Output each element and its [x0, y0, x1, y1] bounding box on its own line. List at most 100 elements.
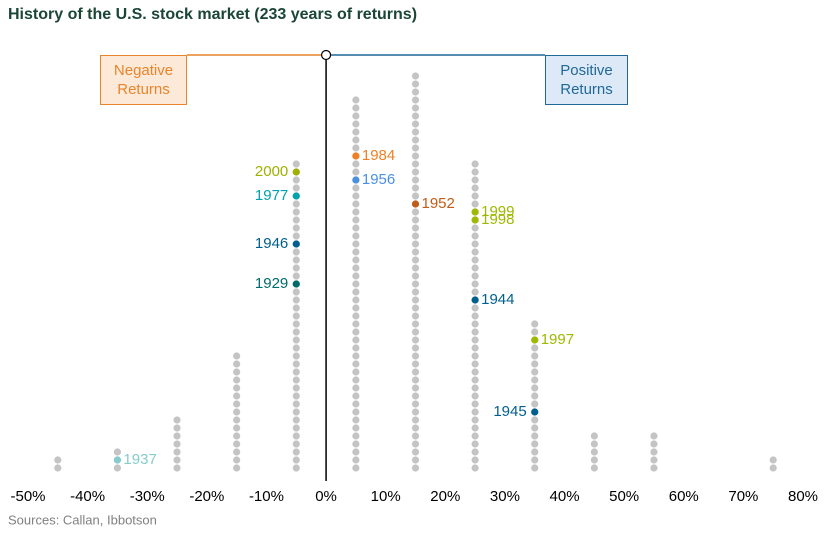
dot	[411, 400, 420, 408]
dot	[471, 456, 479, 464]
dot	[233, 408, 241, 416]
dot	[352, 432, 360, 440]
dot	[292, 424, 300, 432]
dot	[411, 456, 420, 464]
dot	[113, 464, 122, 472]
dot	[531, 448, 539, 456]
dot	[411, 448, 420, 456]
dot	[352, 184, 360, 192]
dot	[292, 464, 300, 472]
dot	[292, 328, 300, 336]
dot	[352, 416, 360, 424]
dot	[531, 400, 539, 408]
dot	[471, 440, 479, 448]
dot	[411, 360, 420, 368]
dot	[173, 464, 181, 472]
highlight-label: 2000	[255, 163, 288, 180]
dot	[352, 216, 360, 224]
dot	[531, 344, 539, 352]
dot	[54, 456, 62, 464]
dot-column	[650, 432, 658, 472]
x-tick: 50%	[609, 488, 639, 505]
dot	[411, 232, 420, 240]
dot	[411, 224, 420, 232]
dot	[411, 256, 420, 264]
dot	[531, 416, 539, 424]
dot	[352, 112, 360, 120]
dot	[292, 352, 300, 360]
dot	[292, 312, 300, 320]
dot	[292, 392, 300, 400]
x-tick-label: -50%	[10, 488, 45, 505]
dot	[233, 376, 241, 384]
highlight-label: 1998	[481, 211, 514, 228]
dot	[531, 456, 539, 464]
dot	[352, 424, 360, 432]
dot	[411, 424, 420, 432]
dot-column	[173, 416, 181, 472]
dot	[531, 368, 539, 376]
dot	[471, 312, 479, 320]
negative-box: Negative Returns	[100, 55, 187, 105]
dot	[292, 448, 300, 456]
dot	[411, 352, 420, 360]
dot	[233, 416, 241, 424]
x-tick-label: 30%	[490, 488, 520, 505]
dot-column	[590, 432, 598, 472]
highlight-dot	[471, 296, 479, 304]
dot	[54, 464, 62, 472]
dot	[590, 432, 598, 440]
dot	[411, 152, 420, 160]
dot	[471, 384, 479, 392]
dot	[471, 248, 479, 256]
dot	[352, 368, 360, 376]
x-tick: 30%	[490, 488, 520, 505]
dot	[411, 184, 420, 192]
dot-column	[292, 160, 300, 472]
dot	[411, 272, 420, 280]
dot	[411, 208, 420, 216]
dot	[233, 384, 241, 392]
dot	[531, 360, 539, 368]
dot	[411, 80, 420, 88]
dot	[352, 272, 360, 280]
x-tick-label: 50%	[609, 488, 639, 505]
dot	[471, 240, 479, 248]
dot	[352, 280, 360, 288]
dot	[292, 384, 300, 392]
dot-column	[769, 456, 777, 472]
dot	[352, 256, 360, 264]
x-tick: -20%	[189, 488, 224, 505]
x-tick: 60%	[669, 488, 699, 505]
dot	[471, 184, 479, 192]
dot	[471, 200, 479, 208]
dot	[411, 296, 420, 304]
dot	[411, 144, 420, 152]
dot	[292, 200, 300, 208]
dot	[292, 184, 300, 192]
dot	[352, 304, 360, 312]
dot	[411, 344, 420, 352]
dot	[352, 168, 360, 176]
highlight-label: 1946	[255, 235, 288, 252]
dot	[352, 352, 360, 360]
dot	[411, 96, 420, 104]
dot	[233, 392, 241, 400]
x-tick-label: -20%	[189, 488, 224, 505]
dot	[650, 432, 658, 440]
source: Sources: Callan, Ibbotson	[8, 512, 157, 527]
dot	[471, 232, 479, 240]
dot	[411, 328, 420, 336]
dot	[233, 432, 241, 440]
dot	[352, 448, 360, 456]
dot	[471, 392, 479, 400]
dot	[411, 176, 420, 184]
dot-column	[352, 96, 360, 472]
dot	[352, 336, 360, 344]
dot	[471, 400, 479, 408]
dot	[352, 440, 360, 448]
zero-marker	[320, 49, 332, 61]
dot	[471, 424, 479, 432]
x-tick-label: 60%	[669, 488, 699, 505]
dot	[411, 104, 420, 112]
